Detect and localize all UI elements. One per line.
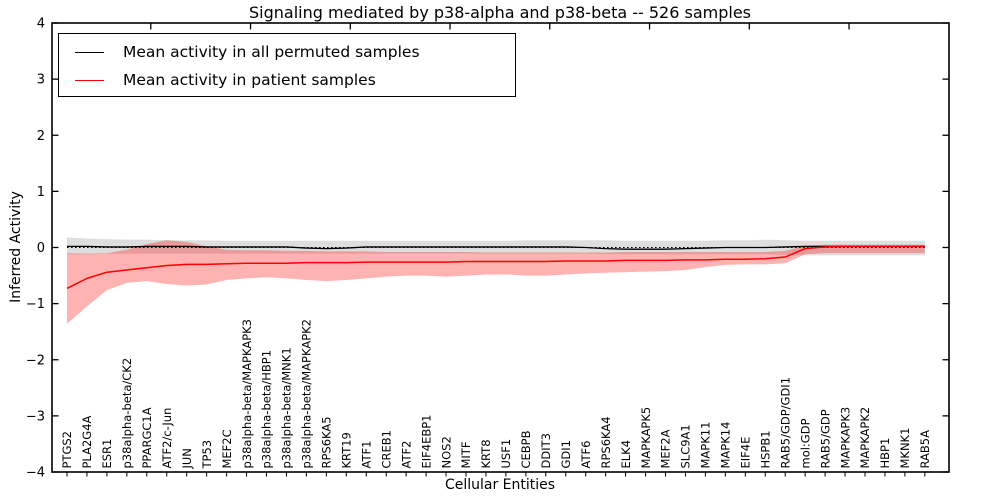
- x-category-label: MAPK11: [699, 422, 713, 469]
- x-category-label: ATF1: [359, 441, 373, 469]
- x-category-label: MEF2A: [659, 429, 673, 468]
- legend-label-permuted: Mean activity in all permuted samples: [123, 43, 420, 61]
- y-tick-label: 2: [37, 129, 45, 144]
- patient-band: [67, 240, 925, 324]
- legend: Mean activity in all permuted samples Me…: [58, 33, 516, 97]
- x-category-label: RPS6KA4: [599, 416, 613, 468]
- y-tick-label: −1: [26, 297, 45, 312]
- x-category-label: CREB1: [379, 430, 393, 469]
- patient-mean-line: [66, 245, 925, 290]
- legend-item-permuted: Mean activity in all permuted samples: [59, 38, 515, 66]
- x-category-label: MITF: [459, 442, 473, 469]
- x-category-label: RAB5/GDP: [818, 409, 832, 468]
- x-category-label: mol:GDP: [798, 418, 812, 468]
- x-category-label: NOS2: [439, 436, 453, 468]
- x-category-label: HBP1: [878, 438, 892, 469]
- x-category-label: JUN: [180, 448, 194, 469]
- x-category-label: EIF4EBP1: [419, 415, 433, 469]
- x-category-label: GDI1: [559, 440, 573, 468]
- y-tick-label: −3: [26, 409, 45, 424]
- x-category-label: ATF2: [399, 441, 413, 469]
- x-category-label: p38alpha-beta/HBP1: [260, 350, 274, 469]
- x-category-label: HSPB1: [758, 430, 772, 468]
- x-category-label: CEBPB: [519, 430, 533, 468]
- y-tick-label: 3: [37, 73, 45, 88]
- x-category-label: ELK4: [619, 440, 633, 469]
- x-category-label: ESR1: [100, 439, 114, 469]
- x-category-label: p38alpha-beta/MAPKAPK3: [240, 319, 254, 469]
- y-tick-label: −4: [26, 466, 45, 481]
- y-tick-label: 1: [37, 185, 45, 200]
- x-category-label: DDIT3: [539, 433, 553, 468]
- x-category-label: MAPK14: [719, 422, 733, 469]
- x-category-label: SLC9A1: [679, 424, 693, 468]
- x-category-label: MAPKAPK3: [838, 407, 852, 469]
- x-category-label: RAB5A: [918, 430, 932, 469]
- x-category-label: p38alpha-beta/CK2: [120, 358, 134, 469]
- x-category-label: p38alpha-beta/MAPKAPK2: [300, 319, 314, 469]
- x-category-label: MEF2C: [220, 429, 234, 468]
- legend-line-patient-icon: [75, 79, 104, 81]
- x-category-label: p38alpha-beta/MNK1: [280, 347, 294, 468]
- chart-title: Signaling mediated by p38-alpha and p38-…: [248, 3, 751, 22]
- y-axis-label: Inferred Activity: [8, 191, 24, 303]
- legend-label-patient: Mean activity in patient samples: [123, 71, 376, 89]
- x-category-label: MAPKAPK2: [858, 407, 872, 469]
- x-category-label: MAPKAPK5: [639, 407, 653, 469]
- x-category-label: USF1: [499, 439, 513, 469]
- x-category-label: ATF2/c-Jun: [160, 408, 174, 469]
- x-category-label: KRT19: [340, 432, 354, 468]
- legend-item-patient: Mean activity in patient samples: [59, 66, 515, 94]
- x-category-label: PTGS2: [60, 431, 74, 469]
- x-category-label: KRT8: [479, 439, 493, 468]
- y-tick-label: 0: [37, 241, 45, 256]
- x-category-label: MKNK1: [898, 428, 912, 469]
- x-category-label: RPS6KA5: [320, 416, 334, 468]
- y-tick-label: −2: [26, 353, 45, 368]
- y-tick-label: 4: [37, 17, 45, 32]
- legend-line-permuted-icon: [75, 51, 104, 53]
- x-category-label: RAB5/GDP/GDI1: [778, 377, 792, 469]
- x-axis-label: Cellular Entities: [444, 477, 556, 493]
- permuted-mean-line: [67, 245, 925, 250]
- x-category-label: PLA2G4A: [80, 415, 94, 468]
- x-category-label: TP53: [200, 440, 214, 470]
- x-category-label: EIF4E: [739, 437, 753, 469]
- x-category-label: PPARGC1A: [140, 407, 154, 468]
- x-category-label: ATF6: [579, 441, 593, 469]
